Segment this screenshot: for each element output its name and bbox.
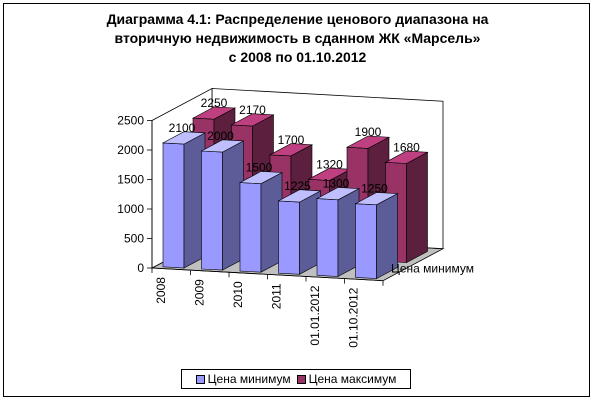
y-tick-label: 2000 — [117, 143, 144, 157]
bar-s1-1-top — [230, 113, 275, 127]
x-tick-label: 01.01.2012 — [308, 285, 322, 345]
data-label: 1700 — [278, 133, 305, 147]
bar-s0-0-top — [161, 131, 207, 145]
bar-s1-4-top — [345, 135, 391, 149]
bar-s0-4-front — [316, 198, 339, 277]
bar-s1-2-top — [268, 143, 314, 157]
data-label: 1320 — [316, 157, 343, 171]
y-tick-label: 2500 — [117, 114, 144, 128]
legend-label-max: Цена максимум — [308, 372, 397, 386]
bar-s0-4-top — [315, 187, 361, 201]
legend-swatch-min — [195, 374, 205, 384]
depth-axis-label: Цена минимум — [391, 262, 474, 276]
x-tick-label: 2009 — [193, 279, 207, 306]
bar-s0-0-front — [162, 142, 185, 269]
data-label: 1680 — [393, 140, 420, 154]
data-label: 1500 — [246, 161, 273, 175]
bar-s0-2-front — [239, 182, 262, 273]
y-tick-label: 500 — [124, 232, 144, 246]
y-tick-label: 1000 — [117, 202, 144, 216]
bar-s0-1-top — [200, 139, 245, 153]
bar-s0-3-front — [278, 200, 300, 275]
bar-s0-5-top — [354, 192, 399, 206]
bar-s0-5-front — [355, 203, 377, 279]
y-tick-label: 0 — [137, 261, 144, 275]
bar-s0-1-front — [201, 150, 223, 271]
bar-s0-3-top — [277, 189, 322, 203]
data-label: 2000 — [207, 129, 234, 143]
y-tick-label: 1500 — [117, 173, 144, 187]
x-tick-label: 2011 — [270, 283, 284, 309]
bar-s0-2-top — [238, 171, 284, 185]
data-label: 2100 — [169, 121, 196, 135]
data-label: 1900 — [355, 125, 382, 139]
legend: Цена минимум Цена максимум — [181, 369, 411, 389]
data-label: 1225 — [284, 179, 311, 193]
legend-item-min: Цена минимум — [195, 372, 291, 386]
chart-title: Диаграмма 4.1: Распределение ценового ди… — [106, 11, 489, 65]
x-tick-label: 2008 — [154, 277, 168, 304]
bar-s1-5-side — [406, 151, 428, 264]
x-tick-label: 2010 — [231, 281, 245, 308]
data-label: 1250 — [361, 182, 388, 196]
bar-s1-5-top — [384, 150, 429, 164]
bar-s1-0-top — [191, 106, 237, 120]
data-label: 2250 — [201, 96, 228, 110]
legend-swatch-max — [296, 374, 306, 384]
data-label: 2170 — [239, 103, 266, 117]
legend-item-max: Цена максимум — [296, 372, 397, 386]
x-tick-label: 01.10.2012 — [347, 287, 361, 347]
data-label: 1300 — [323, 177, 350, 191]
legend-label-min: Цена минимум — [207, 372, 291, 386]
